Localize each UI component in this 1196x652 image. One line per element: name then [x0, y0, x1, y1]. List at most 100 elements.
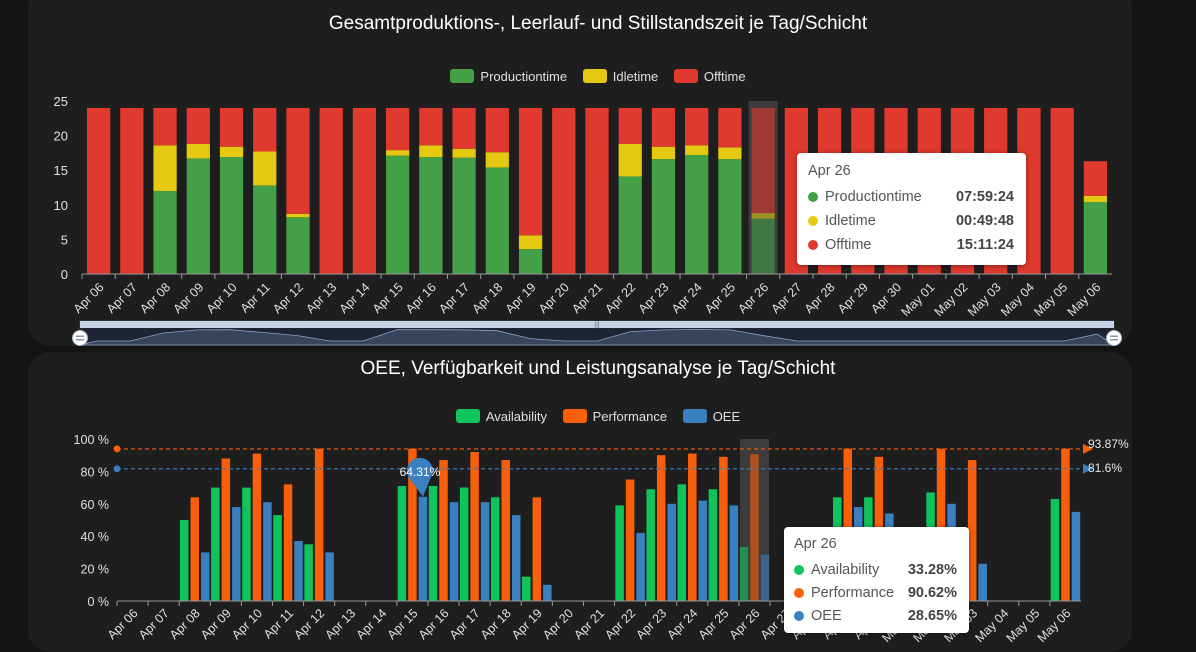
bar-offtime-apr-07[interactable] [120, 107, 144, 274]
bar-oee-apr-26[interactable] [760, 554, 770, 601]
bar-productiontime-apr-10[interactable] [219, 157, 244, 274]
bar-productiontime-apr-23[interactable] [651, 159, 676, 274]
bar-idletime-apr-25[interactable] [718, 147, 742, 160]
bar-offtime-apr-15[interactable] [386, 107, 410, 151]
bar-offtime-apr-18[interactable] [485, 107, 509, 153]
bar-idletime-may-06[interactable] [1083, 195, 1108, 203]
bar-performance-may-06[interactable] [1061, 448, 1070, 601]
legend-item-idletime[interactable]: Idletime [582, 69, 658, 84]
bar-productiontime-apr-19[interactable] [518, 249, 543, 274]
bar-productiontime-apr-09[interactable] [186, 158, 210, 274]
bar-availability-apr-18[interactable] [490, 497, 500, 601]
bar-idletime-apr-10[interactable] [219, 146, 244, 158]
bar-offtime-apr-13[interactable] [319, 107, 343, 274]
bar-performance-apr-10[interactable] [252, 453, 262, 601]
bar-performance-apr-23[interactable] [656, 455, 666, 601]
bar-performance-apr-26[interactable] [750, 454, 759, 601]
bar-availability-apr-23[interactable] [646, 489, 655, 601]
bar-performance-apr-11[interactable] [283, 484, 293, 601]
bar-performance-apr-15[interactable] [408, 448, 417, 601]
bar-idletime-apr-15[interactable] [386, 150, 410, 156]
bar-productiontime-apr-18[interactable] [485, 167, 509, 274]
bar-availability-apr-17[interactable] [459, 487, 469, 601]
bar-oee-apr-15[interactable] [418, 496, 428, 601]
bar-offtime-apr-24[interactable] [685, 107, 709, 146]
bar-productiontime-apr-17[interactable] [452, 157, 476, 274]
zoom-handle-left[interactable] [72, 330, 88, 346]
bar-performance-may-03[interactable] [967, 460, 977, 601]
bar-idletime-apr-16[interactable] [419, 145, 443, 158]
bar-idletime-apr-12[interactable] [286, 213, 310, 218]
bar-availability-apr-16[interactable] [428, 485, 438, 601]
bar-productiontime-apr-25[interactable] [718, 159, 742, 274]
bar-idletime-apr-09[interactable] [186, 143, 210, 159]
bar-oee-apr-18[interactable] [511, 515, 521, 601]
bar-productiontime-apr-26[interactable] [751, 218, 775, 274]
bar-oee-apr-25[interactable] [729, 505, 739, 601]
bar-offtime-apr-11[interactable] [253, 107, 277, 152]
bar-offtime-apr-06[interactable] [86, 107, 111, 274]
bar-oee-apr-10[interactable] [263, 502, 272, 601]
bar-oee-apr-19[interactable] [543, 584, 552, 601]
bar-performance-apr-25[interactable] [719, 456, 728, 601]
bar-offtime-apr-10[interactable] [219, 107, 244, 147]
bar-oee-may-03[interactable] [978, 563, 987, 601]
bar-availability-apr-12[interactable] [304, 544, 313, 601]
bar-offtime-apr-08[interactable] [153, 107, 177, 146]
data-zoom-slider[interactable]: ||| [72, 320, 1122, 346]
legend-item-availability[interactable]: Availability [455, 409, 547, 424]
bar-performance-apr-29[interactable] [843, 448, 853, 601]
bar-availability-apr-11[interactable] [273, 515, 282, 601]
bar-oee-apr-08[interactable] [200, 552, 210, 601]
bar-offtime-may-06[interactable] [1083, 161, 1108, 196]
bar-offtime-apr-23[interactable] [651, 107, 676, 147]
bar-availability-apr-25[interactable] [708, 489, 718, 601]
bar-idletime-apr-22[interactable] [618, 143, 642, 177]
bar-performance-apr-08[interactable] [190, 497, 199, 601]
bar-idletime-apr-24[interactable] [685, 145, 709, 155]
bar-oee-apr-17[interactable] [480, 502, 490, 601]
bar-offtime-apr-16[interactable] [419, 107, 443, 146]
bar-oee-may-06[interactable] [1071, 511, 1081, 601]
bar-availability-apr-19[interactable] [522, 576, 531, 601]
bar-productiontime-apr-16[interactable] [419, 157, 443, 274]
bar-performance-may-02[interactable] [936, 448, 946, 601]
bar-performance-apr-12[interactable] [314, 448, 324, 601]
bar-performance-apr-09[interactable] [221, 458, 231, 601]
bar-availability-apr-24[interactable] [677, 484, 687, 601]
bar-performance-apr-19[interactable] [532, 497, 542, 601]
bar-productiontime-apr-12[interactable] [286, 217, 310, 274]
bar-performance-apr-17[interactable] [470, 451, 479, 601]
bar-idletime-apr-19[interactable] [518, 235, 543, 250]
bar-performance-apr-22[interactable] [625, 479, 635, 602]
bar-offtime-apr-22[interactable] [618, 107, 642, 144]
bar-availability-apr-09[interactable] [211, 487, 220, 601]
bar-offtime-apr-20[interactable] [552, 107, 576, 274]
bar-productiontime-apr-24[interactable] [685, 154, 709, 274]
zoom-range-bar[interactable] [80, 321, 1114, 328]
bar-availability-apr-10[interactable] [242, 487, 251, 601]
legend-item-performance[interactable]: Performance [562, 409, 667, 424]
bar-oee-apr-24[interactable] [698, 500, 708, 601]
bar-oee-apr-09[interactable] [232, 507, 241, 601]
bar-availability-may-06[interactable] [1050, 498, 1060, 601]
bar-productiontime-apr-08[interactable] [153, 190, 177, 274]
bar-idletime-apr-26[interactable] [751, 213, 775, 219]
bar-offtime-apr-14[interactable] [352, 107, 377, 274]
bar-offtime-apr-17[interactable] [452, 107, 476, 149]
bar-productiontime-apr-11[interactable] [253, 185, 277, 274]
bar-offtime-may-05[interactable] [1050, 107, 1074, 274]
bar-availability-apr-15[interactable] [397, 485, 407, 601]
bar-idletime-apr-11[interactable] [253, 151, 277, 186]
bar-oee-apr-16[interactable] [449, 502, 459, 601]
bar-offtime-apr-26[interactable] [751, 107, 775, 214]
bar-offtime-apr-25[interactable] [718, 107, 742, 148]
legend-item-oee[interactable]: OEE [682, 409, 740, 424]
bar-performance-apr-16[interactable] [439, 460, 448, 601]
bar-oee-apr-23[interactable] [667, 503, 676, 601]
bar-offtime-apr-09[interactable] [186, 107, 210, 144]
bar-idletime-apr-17[interactable] [452, 148, 476, 158]
zoom-handle-right[interactable] [1106, 330, 1122, 346]
bar-oee-apr-12[interactable] [325, 552, 334, 601]
bar-offtime-apr-19[interactable] [518, 107, 543, 236]
